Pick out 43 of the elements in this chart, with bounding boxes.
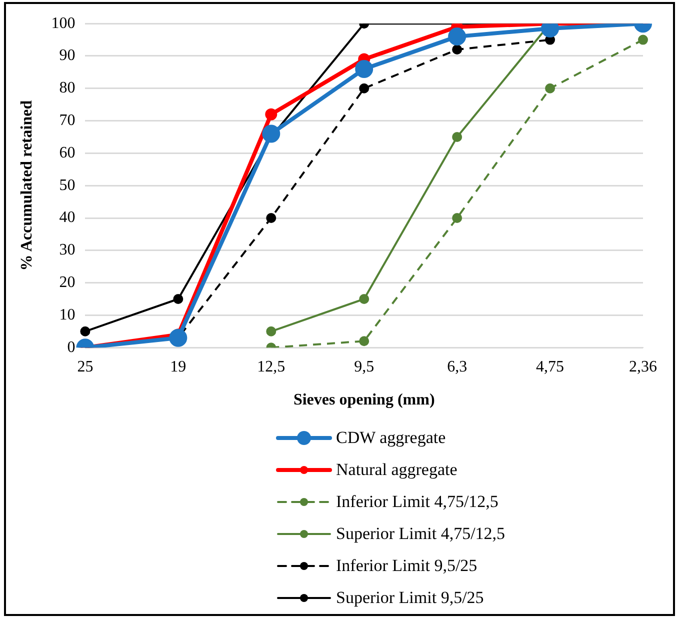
y-tick-label: 70: [59, 112, 76, 130]
y-tick-label: 60: [59, 144, 76, 162]
point: [80, 326, 90, 336]
point: [266, 213, 276, 223]
x-tick-label: 12,5: [257, 358, 286, 376]
legend-label: Inferior Limit 4,75/12,5: [336, 492, 498, 512]
point: [266, 326, 276, 336]
x-tick-label: 25: [77, 358, 94, 376]
point: [545, 83, 556, 94]
y-tick-label: 10: [59, 306, 76, 324]
y-tick-label: 50: [59, 176, 76, 194]
y-tick-label: 40: [59, 209, 76, 226]
x-tick-label: 19: [170, 358, 186, 376]
point: [355, 60, 374, 78]
legend-label: Superior Limit 9,5/25: [336, 588, 484, 608]
y-axis-title: % Accumulated retained: [18, 100, 36, 271]
point: [452, 213, 462, 223]
y-tick-label: 90: [59, 47, 76, 64]
y-tick-label: 100: [51, 14, 76, 32]
point: [359, 294, 370, 304]
legend-label: Natural aggregate: [336, 460, 458, 480]
point: [452, 132, 462, 142]
x-tick-label: 6,3: [447, 358, 468, 376]
x-tick-label: 9,5: [354, 358, 374, 376]
point: [359, 336, 370, 346]
point: [265, 108, 278, 120]
point: [262, 124, 280, 143]
legend-label: CDW aggregate: [336, 428, 446, 448]
y-tick-label: 30: [59, 242, 76, 259]
x-tick-label: 4,75: [536, 358, 564, 376]
point: [173, 294, 184, 304]
point: [359, 83, 370, 94]
y-tick-label: 0: [67, 338, 76, 356]
point: [448, 28, 466, 46]
y-tick-label: 80: [59, 80, 76, 97]
y-tick-label: 20: [59, 274, 76, 292]
x-tick-label: 2,36: [629, 358, 657, 376]
point: [169, 328, 188, 347]
legend-label: Inferior Limit 9,5/25: [336, 556, 478, 576]
x-axis-title: Sieves opening (mm): [293, 392, 435, 409]
legend-label: Superior Limit 4,75/12,5: [336, 524, 506, 544]
point: [638, 34, 648, 45]
point: [452, 44, 462, 55]
